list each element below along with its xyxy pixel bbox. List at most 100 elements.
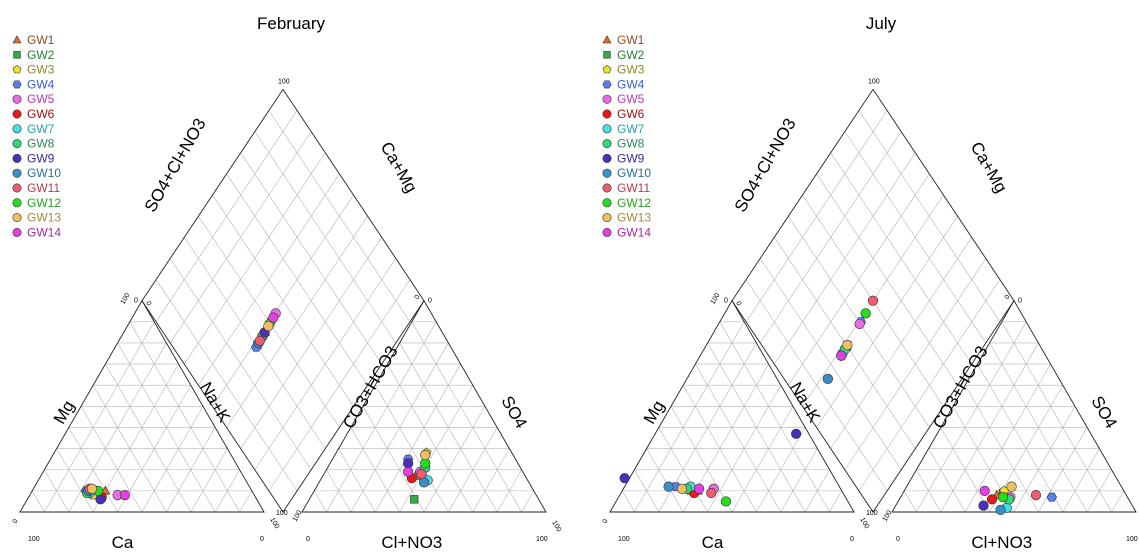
tick-label: 0 [1004,294,1012,301]
legend-marker-gw11 [12,183,22,193]
point-gw9-anion [978,500,989,511]
legend-label-gw8: GW8 [617,137,645,151]
diamond-gridline [759,131,902,344]
point-gw12-cation [720,496,732,507]
cation-gridline [80,406,143,513]
legend-label-gw14: GW14 [617,225,651,239]
cation-gridline [31,490,45,513]
point-gw14-diamond [268,312,279,323]
axis-label-so4: SO4 [1087,393,1120,432]
legend-label-gw4: GW4 [27,77,55,91]
axis-label-so4: SO4 [497,393,530,432]
point-gw10-diamond [822,373,833,384]
cation-gridline [141,406,204,513]
cation-gridline [719,321,830,513]
axis-label-mg: Mg [640,397,668,427]
diamond-gridline [198,173,340,386]
point-gw14-cation [693,483,705,494]
point-gw10-cation [663,481,674,492]
axis-label-so4clno3: SO4+Cl+NO3 [731,115,800,215]
tick-label: 100 [882,509,894,523]
cation-gridline [117,342,216,513]
cation-gridline [129,321,240,513]
tick-label: 0 [428,298,432,305]
anion-gridline [411,321,522,513]
legend-label-gw5: GW5 [27,92,55,106]
cation-gridline [621,490,635,513]
cation-gridline [239,490,253,513]
data-points [619,295,1057,515]
diamond-gridline [844,131,987,344]
point-gw9-diamond [791,428,802,439]
axis-label-camg: Ca+Mg [967,139,1011,196]
legend-marker-gw1 [12,35,22,44]
legend-label-gw5: GW5 [617,92,645,106]
legend-label-gw1: GW1 [617,33,645,47]
cation-gridline [68,342,167,513]
anion-gridline [964,363,1051,513]
legend: GW1GW2GW3GW4GW5GW6GW7GW8GW9GW10GW11GW12G… [602,33,651,239]
legend-label-gw3: GW3 [617,63,645,77]
legend-marker-gw7 [12,124,22,134]
tick-label: 100 [1126,536,1138,543]
anion-gridline [1111,490,1125,513]
chart-title: July [866,14,897,33]
point-gw13-diamond [263,320,274,332]
legend-label-gw9: GW9 [27,151,55,165]
legend-label-gw6: GW6 [27,107,55,121]
legend-marker-gw1 [602,35,612,44]
legend-marker-gw6 [12,109,22,119]
legend-marker-gw13 [602,213,612,223]
anion-gridline [940,342,1039,513]
anion-gridline [374,363,461,513]
anion-gridline [472,448,510,513]
tick-label: 100 [292,509,304,523]
anion-triangle [301,299,547,513]
legend-marker-gw14 [12,227,22,237]
tick-label: 0 [724,298,728,305]
cation-gridline [829,490,843,513]
legend-label-gw7: GW7 [27,122,55,136]
point-gw13-anion [1006,481,1017,492]
legend-marker-gw6 [602,109,612,119]
axis-label-nak: Na+K [786,379,824,426]
legend-label-gw3: GW3 [27,63,55,77]
legend-marker-gw5 [602,94,612,104]
legend-marker-gw14 [602,227,612,237]
anion-gridline [362,406,425,513]
tick-label: 100 [268,517,280,531]
legend-marker-gw13 [12,213,22,223]
anion-gridline [399,342,498,513]
diamond-gridline [169,131,312,344]
cation-gridline [695,363,782,513]
diamond-field [141,88,425,513]
cation-gridline [780,448,818,513]
legend-marker-gw3 [12,65,22,74]
cation-gridline [105,363,192,513]
point-gw11-diamond [867,295,879,306]
legend-marker-gw11 [602,183,612,193]
cation-gridline [44,321,155,513]
point-gw14-cation [119,489,131,501]
point-gw5-diamond [854,318,865,330]
legend-marker-gw9 [602,153,612,163]
tick-label: 100 [550,520,562,534]
tick-label: 100 [120,292,132,306]
diamond-gridline [254,131,397,344]
anion-gridline [338,448,376,513]
legend-marker-gw10 [602,168,612,178]
diamond-gridline [858,110,1001,322]
tick-label: 0 [144,300,152,307]
axis-label-clno3: Cl+NO3 [971,533,1032,551]
piper-panel-february: February Ca Mg Na+K Cl+NO3 CO3+HCO3 SO4 SO4+Cl+… [12,14,563,552]
point-gw11-anion [1030,489,1042,501]
anion-gridline [326,321,437,513]
legend-label-gw13: GW13 [27,211,61,225]
legend-label-gw10: GW10 [27,166,61,180]
legend-marker-gw2 [13,51,21,59]
cation-triangle [609,299,855,513]
axis-label-so4clno3: SO4+Cl+NO3 [141,115,210,215]
anion-gridline [1013,406,1076,513]
